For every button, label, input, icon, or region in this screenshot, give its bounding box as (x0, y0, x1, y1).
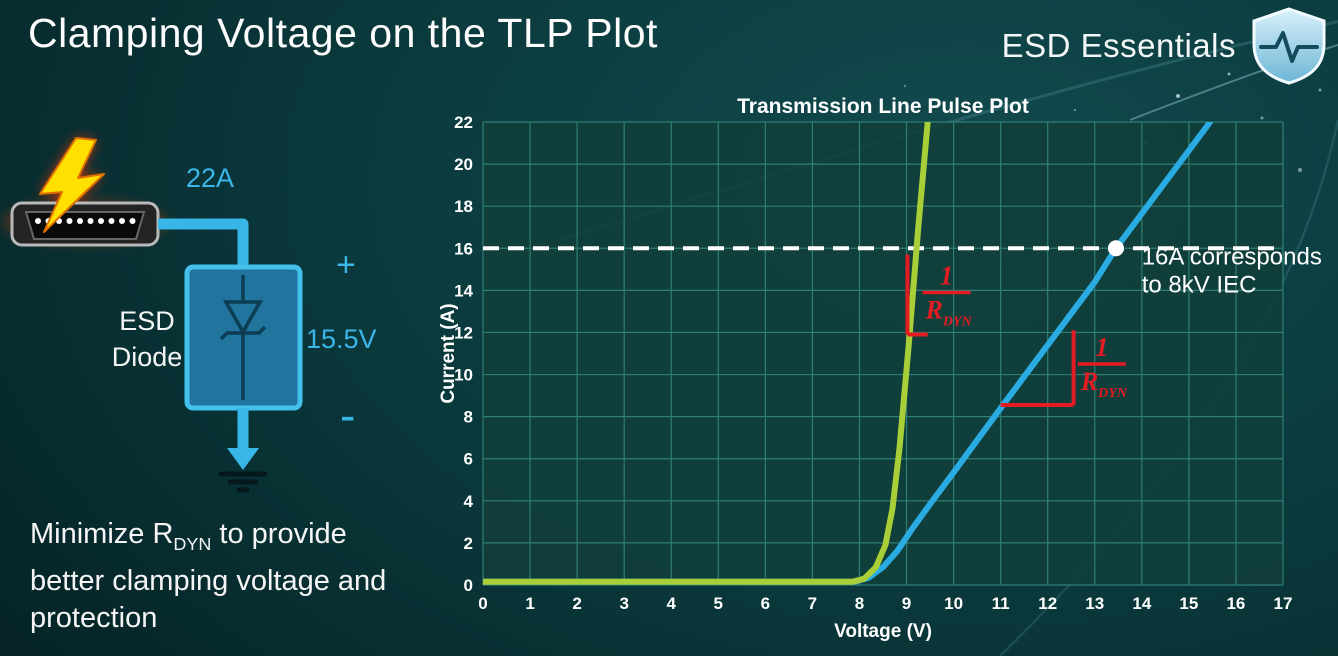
svg-text:12: 12 (1038, 594, 1057, 613)
svg-text:8: 8 (855, 594, 864, 613)
surge-current-label: 22A (186, 163, 235, 193)
clamp-voltage-label: 15.5V (306, 324, 377, 354)
svg-text:18: 18 (454, 197, 473, 216)
svg-text:16: 16 (454, 239, 473, 258)
connector-pins (35, 218, 136, 224)
ground-arrow (227, 408, 259, 470)
hdmi-connector-icon (10, 201, 160, 247)
svg-text:0: 0 (464, 576, 473, 595)
ground-symbol (219, 471, 267, 493)
svg-text:4: 4 (464, 492, 474, 511)
svg-text:0: 0 (478, 594, 487, 613)
chart-grid (482, 121, 1284, 586)
marker-16A-point (1107, 240, 1124, 257)
surge-path (158, 218, 249, 267)
svg-text:2: 2 (464, 534, 473, 553)
svg-text:1: 1 (940, 260, 954, 290)
tlp-chart: 0 1 2 3 4 5 6 7 8 9 10 11 12 13 14 15 16 17 0 2 4 6 8 10 12 14 16 1… (440, 95, 1338, 656)
plus-label: + (336, 246, 356, 284)
esd-circuit-diagram (3, 137, 303, 493)
svg-text:15: 15 (1179, 594, 1198, 613)
svg-text:12: 12 (454, 323, 473, 342)
slope-marker-1 (1000, 330, 1076, 408)
svg-text:3: 3 (619, 594, 628, 613)
svg-text:17: 17 (1274, 594, 1293, 613)
note-prefix: Minimize R (30, 518, 174, 550)
shield-pulse-icon (1252, 7, 1326, 85)
svg-text:6: 6 (761, 594, 770, 613)
svg-text:to 8kV IEC: to 8kV IEC (1142, 271, 1257, 298)
plot-area (483, 122, 1283, 585)
svg-text:14: 14 (454, 281, 473, 300)
svg-text:13: 13 (1085, 594, 1104, 613)
device-label: ESD Diode (103, 303, 191, 375)
svg-text:14: 14 (1132, 594, 1151, 613)
svg-text:7: 7 (808, 594, 817, 613)
svg-text:6: 6 (464, 450, 473, 469)
note-text: Minimize RDYN to provide better clamping… (30, 516, 402, 637)
device-label-line1: ESD (119, 306, 175, 336)
svg-text:4: 4 (667, 594, 677, 613)
svg-text:22: 22 (454, 113, 473, 132)
brand-label: ESD Essentials (1001, 27, 1236, 64)
rdyn-fraction-0: 1 RDYN (922, 260, 973, 329)
svg-text:10: 10 (944, 594, 963, 613)
page-title: Clamping Voltage on the TLP Plot (28, 10, 658, 56)
svg-text:20: 20 (454, 155, 473, 174)
diode-symbol (219, 275, 267, 400)
svg-text:16A corresponds: 16A corresponds (1142, 243, 1322, 270)
minus-label: - (340, 389, 356, 441)
svg-text:RDYN: RDYN (925, 295, 973, 329)
slope-marker-0 (905, 254, 928, 337)
note-subscript: DYN (173, 533, 212, 554)
y-axis-label: Current (A) (440, 303, 459, 403)
device-label-line2: Diode (111, 342, 183, 372)
x-axis-label: Voltage (V) (834, 621, 932, 642)
brand: ESD Essentials (1002, 6, 1332, 86)
svg-text:9: 9 (902, 594, 911, 613)
rdyn-fraction-1: 1 RDYN (1077, 332, 1128, 401)
lightning-bolt-icon (39, 137, 105, 233)
svg-text:1: 1 (525, 594, 534, 613)
svg-text:8: 8 (464, 408, 473, 427)
series-green-diode-low-rdyn (483, 122, 931, 585)
svg-text:2: 2 (572, 594, 581, 613)
chart-title: Transmission Line Pulse Plot (737, 95, 1029, 118)
svg-text:1: 1 (1095, 332, 1109, 362)
svg-text:RDYN: RDYN (1080, 367, 1128, 401)
svg-text:10: 10 (454, 366, 473, 385)
axis-tick-labels: 0 1 2 3 4 5 6 7 8 9 10 11 12 13 14 15 16 1702468101214161… (454, 113, 1292, 613)
svg-text:11: 11 (992, 594, 1010, 613)
svg-text:5: 5 (714, 594, 723, 613)
note-suffix: to provide better clamping voltage and p… (30, 518, 387, 634)
svg-text:16: 16 (1226, 594, 1245, 613)
tlp-chart-svg: 0 1 2 3 4 5 6 7 8 9 10 11 12 13 14 15 16 1702468101214161… (440, 95, 1322, 642)
